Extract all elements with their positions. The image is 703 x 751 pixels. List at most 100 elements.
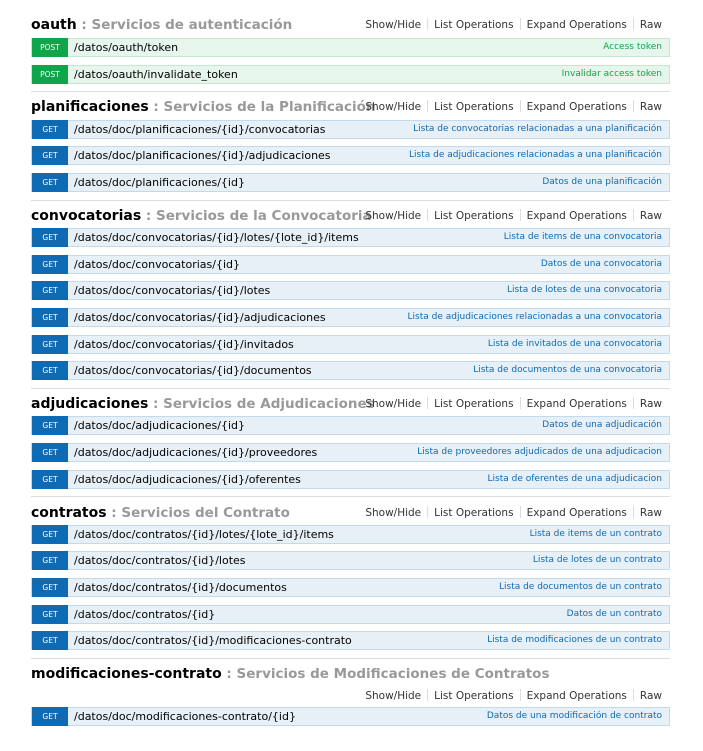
show-hide-link[interactable]: Show/Hide [365, 507, 422, 519]
endpoint-summary[interactable]: Lista de items de una convocatoria [503, 232, 662, 242]
post-method-badge[interactable]: POST [32, 38, 68, 57]
raw-link[interactable]: Raw [639, 690, 662, 702]
endpoint-path[interactable]: /datos/oauth/token [74, 41, 179, 54]
show-hide-link[interactable]: Show/Hide [365, 101, 422, 113]
endpoint-row[interactable]: GET/datos/doc/convocatorias/{id}/adjudic… [31, 308, 670, 327]
endpoint-summary[interactable]: Datos de una convocatoria [540, 259, 662, 269]
get-method-badge[interactable]: GET [32, 525, 68, 544]
get-method-badge[interactable]: GET [32, 228, 68, 247]
endpoint-row[interactable]: GET/datos/doc/contratos/{id}/lotes Lista … [31, 551, 670, 570]
endpoint-path[interactable]: /datos/doc/convocatorias/{id}/documentos [74, 364, 312, 377]
endpoint-row[interactable]: GET/datos/doc/contratos/{id}/lotes/{lote… [31, 525, 670, 544]
show-hide-link[interactable]: Show/Hide [365, 690, 422, 702]
list-operations-link[interactable]: List Operations [434, 101, 514, 113]
list-operations-link[interactable]: List Operations [434, 210, 514, 222]
get-method-badge[interactable]: GET [32, 120, 68, 139]
endpoint-row[interactable]: POST/datos/oauth/token Access token [31, 38, 670, 57]
get-method-badge[interactable]: GET [32, 335, 68, 354]
endpoint-summary[interactable]: Lista de modificaciones de un contrato [487, 635, 662, 645]
show-hide-link[interactable]: Show/Hide [365, 210, 422, 222]
endpoint-summary[interactable]: Access token [603, 42, 662, 52]
endpoint-summary[interactable]: Lista de items de un contrato [529, 529, 662, 539]
endpoint-row[interactable]: GET/datos/doc/convocatorias/{id}/lotes Li… [31, 281, 670, 300]
raw-link[interactable]: Raw [639, 19, 662, 31]
endpoint-path[interactable]: /datos/doc/convocatorias/{id}/invitados [74, 338, 294, 351]
section-name-link[interactable]: adjudicaciones [31, 396, 149, 412]
endpoint-path[interactable]: /datos/doc/convocatorias/{id}/lotes [74, 284, 271, 297]
endpoint-path[interactable]: /datos/doc/planificaciones/{id} [74, 176, 245, 189]
endpoint-path[interactable]: /datos/doc/modificaciones-contrato/{id} [74, 710, 296, 723]
get-method-badge[interactable]: GET [32, 551, 68, 570]
post-method-badge[interactable]: POST [32, 65, 68, 84]
endpoint-row[interactable]: GET/datos/doc/planificaciones/{id} Datos … [31, 173, 670, 192]
endpoint-summary[interactable]: Lista de lotes de una convocatoria [507, 285, 662, 295]
get-method-badge[interactable]: GET [32, 308, 68, 327]
section-name-link[interactable]: modificaciones-contrato [31, 666, 222, 682]
get-method-badge[interactable]: GET [32, 361, 68, 380]
endpoint-summary[interactable]: Datos de una planificación [542, 177, 662, 187]
endpoint-path[interactable]: /datos/doc/contratos/{id}/modificaciones… [74, 634, 352, 647]
raw-link[interactable]: Raw [639, 101, 662, 113]
endpoint-summary[interactable]: Lista de invitados de una convocatoria [487, 339, 662, 349]
expand-operations-link[interactable]: Expand Operations [526, 690, 627, 702]
endpoint-row[interactable]: GET/datos/doc/contratos/{id}/documentos L… [31, 578, 670, 597]
show-hide-link[interactable]: Show/Hide [365, 398, 422, 410]
raw-link[interactable]: Raw [639, 398, 662, 410]
endpoint-summary[interactable]: Datos de una modificación de contrato [486, 711, 662, 721]
endpoint-summary[interactable]: Lista de documentos de una convocatoria [473, 365, 662, 375]
expand-operations-link[interactable]: Expand Operations [526, 210, 627, 222]
endpoint-summary[interactable]: Lista de proveedores adjudicados de una … [417, 447, 662, 457]
get-method-badge[interactable]: GET [32, 470, 68, 489]
endpoint-row[interactable]: GET/datos/doc/adjudicaciones/{id} Datos d… [31, 416, 670, 435]
get-method-badge[interactable]: GET [32, 631, 68, 650]
list-operations-link[interactable]: List Operations [434, 690, 514, 702]
expand-operations-link[interactable]: Expand Operations [526, 507, 627, 519]
get-method-badge[interactable]: GET [32, 281, 68, 300]
section-title[interactable]: adjudicaciones : Servicios de Adjudicaci… [31, 395, 375, 413]
endpoint-path[interactable]: /datos/doc/convocatorias/{id} [74, 258, 240, 271]
endpoint-path[interactable]: /datos/doc/adjudicaciones/{id} [74, 419, 245, 432]
expand-operations-link[interactable]: Expand Operations [526, 19, 627, 31]
endpoint-path[interactable]: /datos/doc/contratos/{id}/documentos [74, 581, 287, 594]
endpoint-path[interactable]: /datos/doc/contratos/{id}/lotes [74, 554, 246, 567]
section-name-link[interactable]: contratos [31, 505, 107, 521]
endpoint-path[interactable]: /datos/oauth/invalidate_token [74, 68, 238, 81]
endpoint-path[interactable]: /datos/doc/contratos/{id} [74, 608, 216, 621]
section-title[interactable]: oauth : Servicios de autenticación [31, 16, 292, 34]
expand-operations-link[interactable]: Expand Operations [526, 398, 627, 410]
endpoint-summary[interactable]: Lista de convocatorias relacionadas a un… [413, 124, 662, 134]
endpoint-summary[interactable]: Lista de documentos de un contrato [498, 582, 662, 592]
endpoint-summary[interactable]: Invalidar access token [561, 69, 662, 79]
endpoint-path[interactable]: /datos/doc/contratos/{id}/lotes/{lote_id… [74, 528, 334, 541]
endpoint-path[interactable]: /datos/doc/planificaciones/{id}/convocat… [74, 123, 326, 136]
expand-operations-link[interactable]: Expand Operations [526, 101, 627, 113]
section-title[interactable]: convocatorias : Servicios de la Convocat… [31, 207, 372, 225]
section-name-link[interactable]: planificaciones [31, 99, 149, 115]
endpoint-row[interactable]: GET/datos/doc/convocatorias/{id}/documen… [31, 361, 670, 380]
endpoint-summary[interactable]: Lista de oferentes de una adjudicacion [487, 474, 662, 484]
get-method-badge[interactable]: GET [32, 605, 68, 624]
endpoint-path[interactable]: /datos/doc/convocatorias/{id}/lotes/{lot… [74, 231, 359, 244]
endpoint-summary[interactable]: Datos de una adjudicación [542, 420, 662, 430]
endpoint-row[interactable]: GET/datos/doc/contratos/{id} Datos de un … [31, 605, 670, 624]
raw-link[interactable]: Raw [639, 507, 662, 519]
endpoint-summary[interactable]: Datos de un contrato [566, 609, 662, 619]
endpoint-summary[interactable]: Lista de adjudicaciones relacionadas a u… [409, 150, 662, 160]
endpoint-path[interactable]: /datos/doc/adjudicaciones/{id}/proveedor… [74, 446, 318, 459]
endpoint-summary[interactable]: Lista de adjudicaciones relacionadas a u… [407, 312, 662, 322]
list-operations-link[interactable]: List Operations [434, 398, 514, 410]
endpoint-path[interactable]: /datos/doc/convocatorias/{id}/adjudicaci… [74, 311, 326, 324]
endpoint-row[interactable]: POST/datos/oauth/invalidate_token Invalid… [31, 65, 670, 84]
get-method-badge[interactable]: GET [32, 416, 68, 435]
get-method-badge[interactable]: GET [32, 146, 68, 165]
endpoint-path[interactable]: /datos/doc/planificaciones/{id}/adjudica… [74, 149, 331, 162]
section-title[interactable]: contratos : Servicios del Contrato [31, 504, 290, 522]
section-title[interactable]: planificaciones : Servicios de la Planif… [31, 98, 376, 116]
section-name-link[interactable]: convocatorias [31, 208, 142, 224]
endpoint-row[interactable]: GET/datos/doc/planificaciones/{id}/adjud… [31, 146, 670, 165]
endpoint-row[interactable]: GET/datos/doc/planificaciones/{id}/convo… [31, 120, 670, 139]
endpoint-row[interactable]: GET/datos/doc/adjudicaciones/{id}/oferen… [31, 470, 670, 489]
section-title[interactable]: modificaciones-contrato : Servicios de M… [31, 665, 549, 683]
get-method-badge[interactable]: GET [32, 707, 68, 726]
get-method-badge[interactable]: GET [32, 578, 68, 597]
